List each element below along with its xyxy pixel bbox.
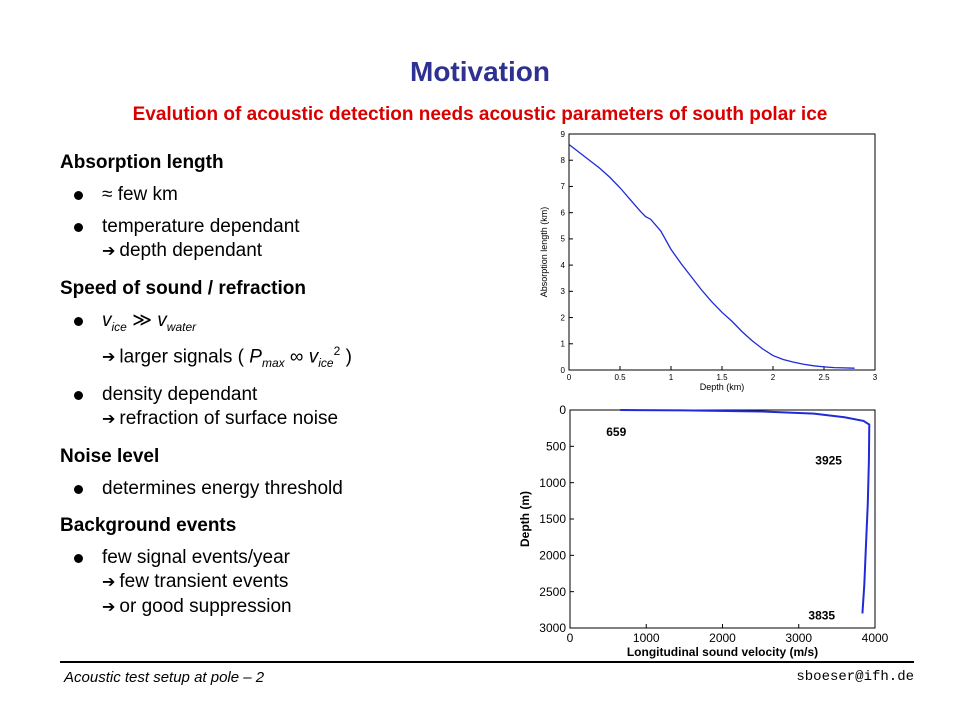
speed-item-2-line-1: density dependant	[102, 383, 258, 405]
velocity-annotation: 659	[606, 425, 626, 439]
plot-frame	[569, 409, 876, 629]
y-tick-label: 9	[561, 130, 566, 139]
y-tick-label: 3	[561, 287, 566, 296]
list-item: ≈ few km	[60, 183, 500, 207]
footer-email: sboeser@ifh.de	[796, 669, 914, 685]
x-axis-label: Depth (km)	[700, 382, 745, 392]
speed-heading: Speed of sound / refraction	[60, 278, 306, 299]
bullet-icon	[74, 223, 83, 232]
x-tick-label: 2.5	[818, 373, 830, 382]
bullet-icon	[74, 553, 83, 563]
velocity-annotation: 3925	[815, 454, 842, 468]
y-tick-label: 2500	[539, 585, 566, 599]
x-tick-label: 1	[669, 373, 674, 382]
x-tick-label: 4000	[862, 631, 889, 645]
bullet-icon	[74, 390, 83, 400]
y-tick-label: 1000	[539, 476, 566, 490]
x-tick-label: 3	[873, 373, 878, 382]
arrow-right-icon: ➔	[102, 573, 116, 591]
y-tick-label: 7	[561, 182, 566, 191]
x-tick-label: 2	[771, 373, 776, 382]
x-tick-label: 0	[567, 373, 572, 382]
y-axis-label: Depth (m)	[518, 491, 532, 547]
absorption-length-chart: 0 0.5 1 1.5 2 2.5 3 0 1 2 3 4 5 6 7 8 9 Depth (km) Absorpt…	[539, 130, 878, 392]
section-absorption: Absorption length ≈ few km temperature d…	[60, 152, 500, 264]
footer-divider	[60, 661, 914, 663]
speed-item-1-line-1: vice ≫ vwater	[102, 310, 197, 334]
y-tick-label: 4	[561, 261, 566, 270]
y-tick-label: 6	[561, 208, 566, 217]
x-tick-label: 0	[567, 631, 574, 645]
x-tick-label: 2000	[709, 631, 736, 645]
slide-title: Motivation	[410, 56, 550, 87]
slide-subtitle: Evalution of acoustic detection needs ac…	[132, 104, 828, 125]
y-tick-label: 1500	[539, 512, 566, 526]
y-tick-label: 8	[561, 156, 566, 165]
y-tick-label: 5	[561, 235, 566, 244]
bullet-icon	[74, 317, 83, 326]
background-item-line-3: ➔ or good suppression	[102, 595, 292, 617]
list-item: temperature dependant ➔ depth dependant	[60, 215, 500, 264]
list-item: density dependant ➔ refraction of surface…	[60, 383, 500, 432]
velocity-annotation: 3835	[808, 608, 835, 622]
speed-item-2-line-2: ➔ refraction of surface noise	[102, 407, 339, 429]
background-item-line-2: ➔ few transient events	[102, 570, 289, 592]
list-item: few signal events/year ➔ few transient ev…	[60, 546, 500, 620]
x-tick-label: 3000	[785, 631, 812, 645]
x-axis-label: Longitudinal sound velocity (m/s)	[627, 645, 818, 659]
data-series-line	[620, 409, 871, 614]
y-tick-label: 0	[559, 403, 566, 417]
absorption-item-2-line-1: temperature dependant	[102, 216, 300, 237]
x-tick-label: 1.5	[716, 373, 728, 382]
list-item: vice ≫ vwater ➔ larger signals ( Pmax ∞ v…	[60, 309, 500, 375]
absorption-heading: Absorption length	[60, 152, 224, 173]
y-tick-label: 500	[546, 440, 566, 454]
arrow-right-icon: ➔	[102, 598, 116, 616]
y-tick-label: 2	[561, 313, 566, 322]
plot-frame	[568, 133, 876, 371]
sound-velocity-chart: 0 1000 2000 3000 4000 0 500 1000 1500 2000 2500 300…	[518, 403, 889, 659]
x-tick-label: 1000	[633, 631, 660, 645]
noise-heading: Noise level	[60, 445, 160, 467]
absorption-item-1: ≈ few km	[102, 184, 178, 205]
background-heading: Background events	[60, 514, 237, 536]
bullet-icon	[74, 191, 83, 200]
arrow-right-icon: ➔	[102, 349, 116, 367]
bullet-content: Absorption length ≈ few km temperature d…	[60, 152, 500, 634]
arrow-right-icon: ➔	[102, 410, 116, 428]
y-tick-label: 2000	[539, 549, 566, 563]
x-tick-label: 0.5	[614, 373, 626, 382]
y-axis-label: Absorption length (km)	[539, 207, 549, 298]
speed-item-1-line-2: ➔ larger signals ( Pmax ∞ vice2 )	[102, 343, 352, 370]
list-item: determines energy threshold	[60, 477, 500, 501]
y-tick-label: 3000	[539, 621, 566, 635]
y-tick-label: 0	[561, 366, 566, 375]
absorption-item-2-line-2: ➔ depth dependant	[102, 240, 263, 261]
data-series-line	[568, 143, 855, 369]
arrow-right-icon: ➔	[102, 243, 116, 260]
background-item-line-1: few signal events/year	[102, 546, 290, 568]
section-speed: Speed of sound / refraction vice ≫ vwate…	[60, 278, 500, 432]
y-tick-label: 1	[561, 340, 566, 349]
section-noise: Noise level determines energy threshold	[60, 446, 500, 501]
bullet-icon	[74, 484, 83, 494]
section-background: Background events few signal events/year…	[60, 515, 500, 620]
footer-slide-label: Acoustic test setup at pole – 2	[64, 669, 265, 686]
noise-item-1: determines energy threshold	[102, 477, 343, 499]
